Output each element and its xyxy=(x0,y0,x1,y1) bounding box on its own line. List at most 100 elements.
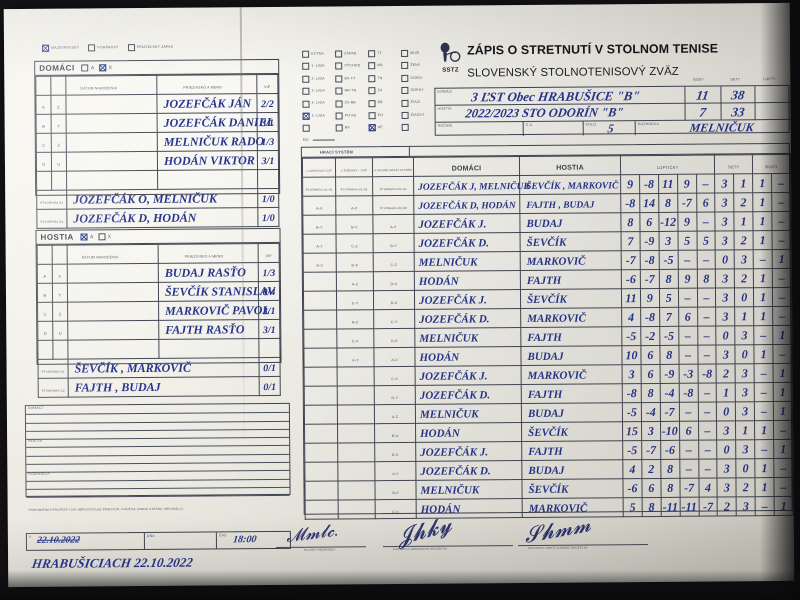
match-set-home[interactable]: 3 xyxy=(721,233,728,248)
match-ball-1[interactable]: 6 xyxy=(647,367,654,382)
checkbox-icon[interactable] xyxy=(401,124,409,132)
category-checkbox-1-4[interactable]: ZA-BB xyxy=(335,98,366,109)
match-ball-3[interactable]: – xyxy=(685,442,692,457)
match-ball-0[interactable]: 4 xyxy=(628,310,635,325)
match-point-away[interactable]: – xyxy=(778,213,785,229)
category-checkbox-2-0[interactable]: TT xyxy=(368,48,399,59)
doubles-vip[interactable]: 1/0 xyxy=(261,212,275,225)
match-point-home[interactable]: 1 xyxy=(759,271,766,286)
category-checkbox-3-3[interactable]: DORKY xyxy=(401,85,432,96)
match-ball-4[interactable]: – xyxy=(704,423,711,438)
match-set-away[interactable]: 0 xyxy=(742,461,749,476)
match-ball-2[interactable]: -5 xyxy=(663,252,674,267)
category-checkbox-1-3[interactable]: NR-TN xyxy=(335,85,366,96)
match-home-player[interactable]: JOZEFČÁK D. xyxy=(420,465,491,478)
match-set-home[interactable]: 3 xyxy=(723,461,730,476)
doubles-name[interactable]: JOZEFČÁK O, MELNIČUK xyxy=(73,191,217,207)
match-ball-1[interactable]: -8 xyxy=(644,252,655,268)
checkbox-icon[interactable] xyxy=(368,124,376,132)
match-point-home[interactable]: 1 xyxy=(761,480,768,495)
category-checkbox-1-0[interactable]: ZÁPAD xyxy=(335,48,366,59)
checkbox-icon[interactable] xyxy=(302,63,310,71)
category-checkbox-3-4[interactable]: ŽIACI xyxy=(401,97,432,108)
match-ball-0[interactable]: -8 xyxy=(625,196,636,211)
roster-name[interactable]: FAJTH RASŤO xyxy=(165,322,245,337)
checkbox-icon[interactable] xyxy=(335,62,343,70)
match-set-home[interactable]: 0 xyxy=(723,404,730,419)
match-away-player[interactable]: ŠEVČÍK xyxy=(528,483,569,496)
match-set-away[interactable]: 3 xyxy=(740,252,747,267)
match-ball-3[interactable]: -8 xyxy=(683,385,694,400)
match-home-player[interactable]: JOZEFČÁK D. xyxy=(418,237,489,250)
match-ball-1[interactable]: -8 xyxy=(643,176,655,192)
roster-vip[interactable]: 3/1 xyxy=(261,117,275,130)
match-point-home[interactable]: – xyxy=(760,404,768,419)
match-home-player[interactable]: JOZEFČÁK D. xyxy=(419,389,491,402)
checkbox-icon[interactable] xyxy=(368,99,376,107)
match-ball-1[interactable]: 6 xyxy=(647,348,654,363)
match-set-home[interactable]: 3 xyxy=(722,290,729,305)
match-ball-3[interactable]: 6 xyxy=(684,309,691,324)
match-ball-3[interactable]: -3 xyxy=(683,366,694,381)
match-ball-4[interactable]: 4 xyxy=(704,480,712,495)
match-away-player[interactable]: BUDAJ xyxy=(526,217,563,230)
category-checkbox-0-5[interactable]: 5. LIGA xyxy=(302,110,334,121)
match-ball-1[interactable]: -7 xyxy=(644,271,655,287)
match-ball-1[interactable]: 9 xyxy=(646,291,653,306)
match-ball-3[interactable]: 9 xyxy=(684,271,691,286)
category-checkbox-2-3[interactable]: ZA xyxy=(368,85,399,96)
checkbox-icon[interactable] xyxy=(335,100,343,108)
match-ball-4[interactable]: – xyxy=(703,328,710,343)
match-set-away[interactable]: 1 xyxy=(742,423,749,438)
match-ball-3[interactable]: – xyxy=(685,461,692,476)
match-ball-2[interactable]: 8 xyxy=(667,461,674,476)
match-set-away[interactable]: 2 xyxy=(740,233,747,248)
match-ball-3[interactable]: 9 xyxy=(683,214,691,229)
match-type-1[interactable]: POHÁROVÝ xyxy=(88,44,119,52)
match-set-away[interactable]: 3 xyxy=(741,385,749,400)
category-checkbox-1-5[interactable]: PO-KE xyxy=(335,110,367,121)
away-toggle-x-checkbox[interactable] xyxy=(98,233,106,241)
match-ball-2[interactable]: -4 xyxy=(664,385,675,400)
match-ball-2[interactable]: 8 xyxy=(666,347,673,362)
match-ball-1[interactable]: -4 xyxy=(645,404,656,420)
match-point-home[interactable]: – xyxy=(761,442,768,457)
category-checkbox-1-2[interactable]: BA-TT xyxy=(335,73,366,84)
roster-vip[interactable]: 3/1 xyxy=(262,324,276,337)
roster-vip[interactable]: 1/3 xyxy=(261,136,275,149)
match-ball-0[interactable]: -6 xyxy=(625,272,636,287)
match-point-home[interactable]: 1 xyxy=(761,423,768,438)
match-point-away[interactable]: – xyxy=(778,232,785,248)
match-ball-0[interactable]: 11 xyxy=(625,291,637,306)
header-domaci-body[interactable]: 11 xyxy=(695,87,711,103)
checkbox-icon[interactable] xyxy=(335,112,343,120)
match-point-away[interactable]: – xyxy=(778,289,786,305)
match-away-player[interactable]: FAJTH xyxy=(527,388,563,401)
match-away-player[interactable]: BUDAJ xyxy=(528,464,565,477)
checkbox-icon[interactable] xyxy=(302,100,310,108)
match-ball-2[interactable]: -6 xyxy=(664,442,675,457)
roster-name[interactable]: HODÁN VIKTOR xyxy=(163,153,255,168)
doubles-vip[interactable]: 0/1 xyxy=(263,381,277,394)
match-ball-2[interactable]: -12 xyxy=(660,214,677,229)
match-ball-3[interactable]: – xyxy=(684,347,692,362)
match-home-player[interactable]: MELNIČUK xyxy=(419,332,479,345)
match-ball-3[interactable]: 6 xyxy=(685,423,692,438)
match-ball-0[interactable]: 15 xyxy=(625,424,639,439)
match-away-player[interactable]: BUDAJ xyxy=(527,350,564,363)
match-away-player[interactable]: MARKOVIČ xyxy=(526,255,586,268)
match-point-away[interactable]: – xyxy=(778,175,785,191)
match-ball-0[interactable]: -5 xyxy=(627,443,638,458)
match-set-home[interactable]: 3 xyxy=(722,309,729,324)
category-checkbox-0-4[interactable]: 4. LIGA xyxy=(302,98,333,109)
match-ball-3[interactable]: 5 xyxy=(684,233,691,248)
match-away-player[interactable]: ŠEVČÍK xyxy=(528,426,568,439)
roster-name[interactable]: BUDAJ RASŤO xyxy=(164,265,246,280)
match-point-away[interactable]: – xyxy=(780,460,787,476)
checkbox-icon[interactable] xyxy=(302,75,310,83)
match-ball-3[interactable]: -7 xyxy=(681,195,692,210)
match-ball-4[interactable]: – xyxy=(704,442,711,457)
checkbox-icon[interactable] xyxy=(401,111,409,119)
footer-v-value[interactable]: 22.10.2022 xyxy=(36,535,81,546)
match-away-player[interactable]: FAJTH xyxy=(527,331,562,344)
